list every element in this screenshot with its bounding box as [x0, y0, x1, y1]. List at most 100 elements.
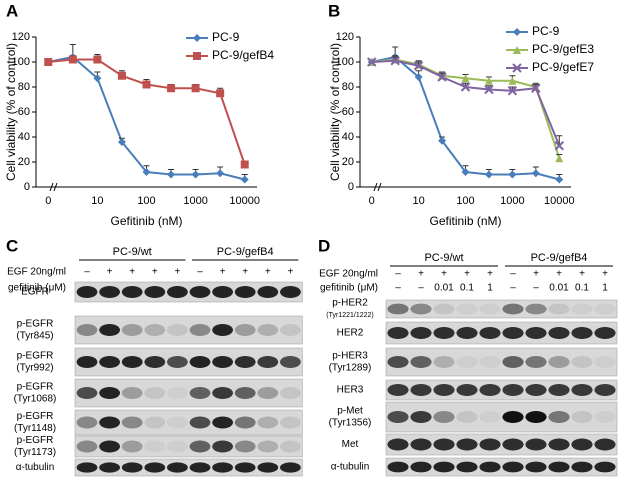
legend-label: PC-9/gefE7: [532, 60, 594, 74]
treatment-label: gefitinib (μM): [320, 283, 378, 294]
marker: [531, 169, 540, 178]
band: [99, 440, 120, 453]
treatment-label: EGF 20ng/ml: [7, 267, 66, 278]
band: [76, 286, 98, 298]
row-label: HER3: [337, 385, 364, 396]
treatment-value: +: [265, 267, 271, 278]
band: [433, 327, 455, 339]
marker: [142, 168, 151, 176]
treatment-value: +: [533, 269, 539, 280]
band: [189, 462, 211, 473]
band: [76, 462, 98, 473]
band: [234, 462, 256, 473]
treatment-value: +: [418, 269, 424, 280]
treatment-value: 0.01: [549, 283, 569, 294]
treatment-value: +: [579, 269, 585, 280]
panel-label: B: [328, 1, 340, 20]
band: [502, 461, 524, 473]
row-label: p-EGFR: [17, 411, 54, 422]
blot-strip: [385, 299, 618, 319]
band: [571, 384, 593, 396]
band: [433, 303, 455, 315]
x-tick-label: 1000: [500, 195, 524, 207]
band: [525, 303, 547, 315]
band: [212, 440, 233, 453]
treatment-value: +: [602, 269, 608, 280]
band: [121, 356, 143, 368]
band: [387, 411, 409, 423]
band: [121, 440, 143, 453]
band: [410, 327, 432, 339]
band: [280, 440, 301, 453]
group-label: PC-9/gefB4: [531, 252, 588, 264]
band: [144, 387, 166, 399]
legend-label: PC-9: [532, 24, 560, 38]
marker: [413, 61, 424, 71]
band: [99, 462, 120, 473]
treatment-value: –: [418, 283, 424, 294]
band: [121, 416, 143, 429]
band: [99, 286, 120, 298]
row-label: α-tubulin: [16, 462, 55, 473]
marker: [93, 55, 102, 64]
band: [212, 462, 233, 473]
marker: [460, 82, 471, 92]
band: [479, 384, 501, 396]
band: [548, 303, 570, 315]
band: [502, 356, 524, 368]
band: [257, 324, 279, 336]
treatment-value: 0.1: [575, 283, 589, 294]
band: [189, 286, 211, 298]
x-tick-label: 100: [456, 195, 474, 207]
row-label: p-Met: [337, 406, 363, 417]
band: [594, 384, 616, 396]
band: [479, 327, 501, 339]
row-label: HER2: [337, 328, 364, 339]
band: [234, 387, 256, 399]
series-line: [48, 58, 246, 165]
marker: [554, 141, 564, 151]
row-label: EGFR: [21, 287, 49, 298]
x-axis-label: Gefitinib (nM): [429, 214, 501, 228]
band: [121, 387, 143, 399]
band: [280, 416, 301, 429]
row-site: (Tyr845): [16, 331, 53, 342]
marker: [438, 136, 447, 145]
y-tick-label: 0: [24, 181, 30, 193]
band: [144, 286, 166, 298]
band: [548, 384, 570, 396]
band: [594, 411, 616, 423]
band: [121, 462, 143, 473]
row-site: (Tyr1356): [329, 418, 372, 429]
marker: [484, 84, 494, 95]
marker: [93, 74, 102, 83]
band: [234, 324, 256, 336]
band: [76, 324, 98, 336]
band: [456, 438, 478, 451]
band: [257, 387, 279, 399]
band: [594, 461, 616, 473]
band: [525, 356, 547, 368]
treatment-value: +: [556, 269, 562, 280]
band: [387, 438, 409, 451]
marker: [507, 86, 518, 96]
blot-strip: [74, 435, 303, 458]
band: [433, 384, 455, 396]
x-tick-label: 10: [412, 195, 424, 207]
treatment-value: +: [487, 269, 493, 280]
band: [189, 356, 211, 368]
marker: [216, 89, 225, 98]
legend-label: PC-9: [212, 30, 240, 44]
y-tick-label: 100: [336, 56, 354, 68]
band: [257, 286, 279, 298]
treatment-value: +: [464, 269, 470, 280]
row-site: (Tyr1289): [329, 363, 372, 374]
band: [502, 327, 524, 339]
band: [76, 440, 98, 453]
band: [99, 387, 120, 399]
marker: [367, 57, 377, 67]
band: [571, 356, 593, 368]
band: [280, 462, 301, 473]
marker: [44, 58, 53, 66]
